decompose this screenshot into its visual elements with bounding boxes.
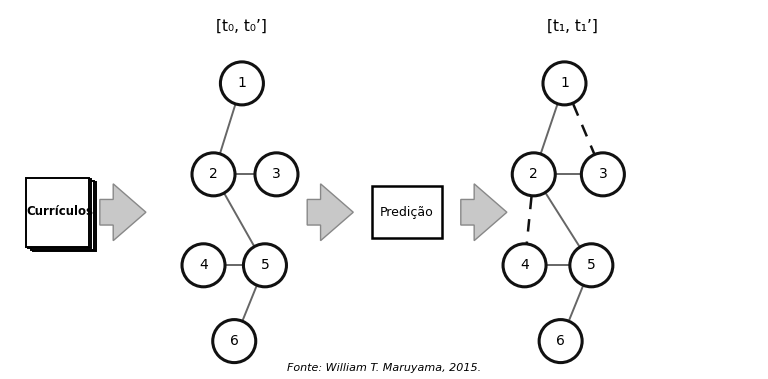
Text: 1: 1 xyxy=(560,77,569,90)
Text: Fonte: William T. Maruyama, 2015.: Fonte: William T. Maruyama, 2015. xyxy=(287,363,481,373)
Text: 2: 2 xyxy=(209,168,218,181)
Text: [t₁, t₁’]: [t₁, t₁’] xyxy=(547,19,598,34)
Ellipse shape xyxy=(243,244,286,287)
Polygon shape xyxy=(461,184,507,241)
Ellipse shape xyxy=(539,319,582,363)
Ellipse shape xyxy=(570,244,613,287)
Text: 5: 5 xyxy=(587,258,596,272)
Text: 1: 1 xyxy=(237,77,247,90)
Text: 6: 6 xyxy=(230,334,239,348)
Text: 6: 6 xyxy=(556,334,565,348)
Ellipse shape xyxy=(220,62,263,105)
FancyBboxPatch shape xyxy=(33,182,96,251)
FancyBboxPatch shape xyxy=(26,178,89,247)
Text: 5: 5 xyxy=(260,258,270,272)
Ellipse shape xyxy=(543,62,586,105)
Ellipse shape xyxy=(255,153,298,196)
Ellipse shape xyxy=(512,153,555,196)
FancyBboxPatch shape xyxy=(31,181,94,250)
Text: 3: 3 xyxy=(598,168,607,181)
Ellipse shape xyxy=(182,244,225,287)
FancyBboxPatch shape xyxy=(28,179,91,248)
Text: 4: 4 xyxy=(520,258,529,272)
FancyBboxPatch shape xyxy=(372,186,442,238)
Text: [t₀, t₀’]: [t₀, t₀’] xyxy=(217,19,267,34)
Polygon shape xyxy=(100,184,146,241)
Ellipse shape xyxy=(581,153,624,196)
Text: 4: 4 xyxy=(199,258,208,272)
Text: 2: 2 xyxy=(529,168,538,181)
Text: Currículos: Currículos xyxy=(26,205,94,218)
Ellipse shape xyxy=(213,319,256,363)
Text: Predição: Predição xyxy=(380,206,434,219)
Polygon shape xyxy=(307,184,353,241)
Text: 3: 3 xyxy=(272,168,281,181)
Ellipse shape xyxy=(503,244,546,287)
Ellipse shape xyxy=(192,153,235,196)
